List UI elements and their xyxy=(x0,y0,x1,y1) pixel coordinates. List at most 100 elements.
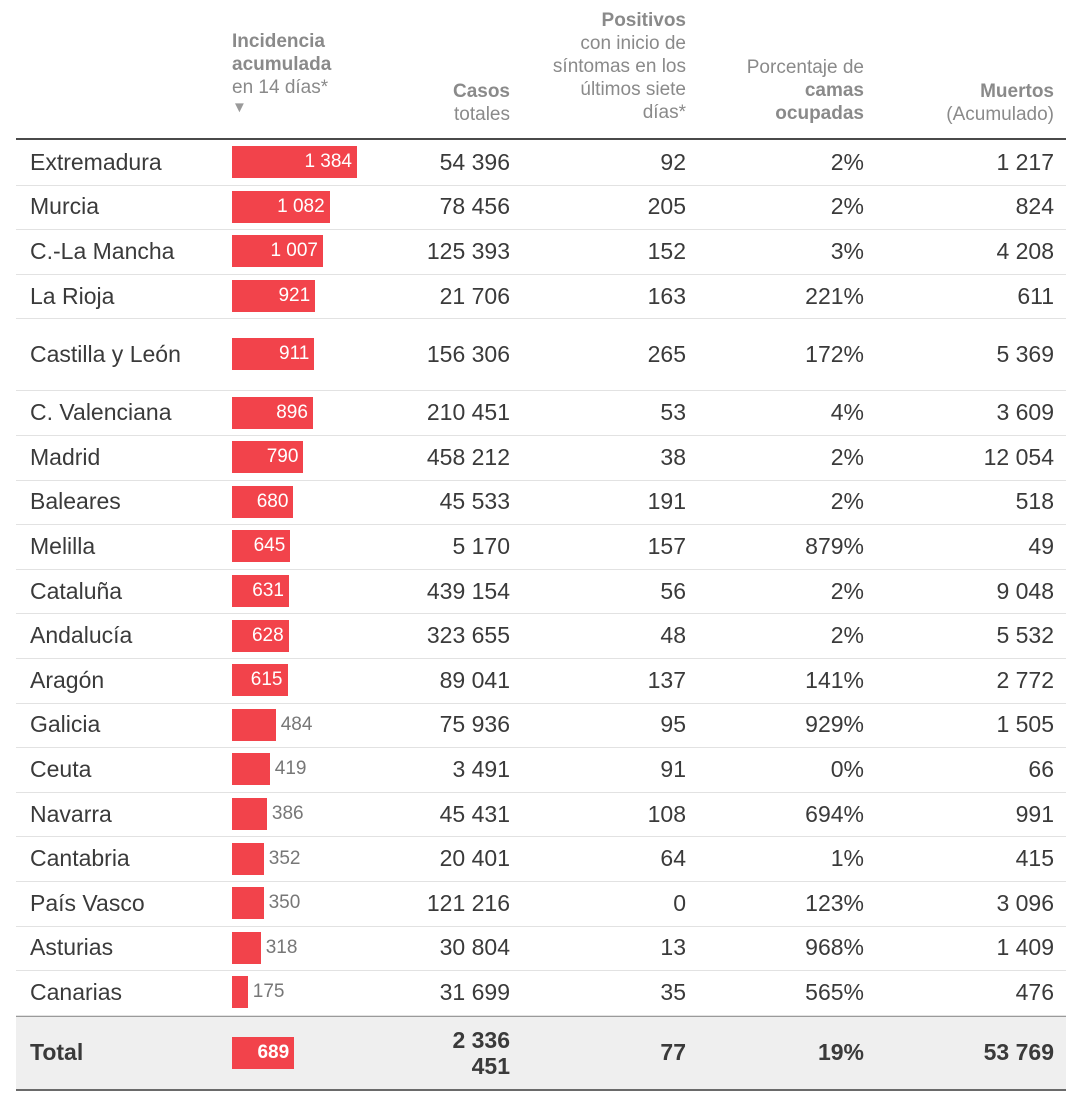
table-row[interactable]: Baleares 680 45 533 191 2% 518 xyxy=(16,480,1066,526)
table-row[interactable]: País Vasco 350 121 216 0 123% 3 096 xyxy=(16,881,1066,927)
camas-ocupadas: 172% xyxy=(805,340,864,367)
camas-ocupadas: 2% xyxy=(830,488,864,515)
muertos: 991 xyxy=(1015,800,1054,827)
incidencia-bar-cell: 175 xyxy=(232,970,402,1015)
muertos: 1 505 xyxy=(996,711,1054,738)
camas-ocupadas: 929% xyxy=(805,711,864,738)
incidencia-bar xyxy=(232,664,288,697)
incidencia-bar-cell: 921 xyxy=(232,274,402,319)
incidencia-bar-cell: 645 xyxy=(232,524,402,569)
camas-ocupadas: 123% xyxy=(805,889,864,916)
incidencia-value: 615 xyxy=(250,669,283,691)
region-name: C.-La Mancha xyxy=(30,237,175,264)
table-row[interactable]: Andalucía 628 323 655 48 2% 5 532 xyxy=(16,613,1066,659)
casos-totales: 20 401 xyxy=(439,845,510,872)
incidencia-value: 689 xyxy=(257,1041,290,1063)
table-row[interactable]: Canarias 175 31 699 35 565% 476 xyxy=(16,970,1066,1016)
camas-ocupadas: 221% xyxy=(805,282,864,309)
table-row[interactable]: Cataluña 631 439 154 56 2% 9 048 xyxy=(16,569,1066,615)
casos-totales: 5 170 xyxy=(452,532,510,559)
total-camas: 19% xyxy=(817,1039,864,1066)
incidencia-value: 631 xyxy=(252,580,284,602)
muertos: 1 409 xyxy=(996,934,1054,961)
casos-totales: 3 491 xyxy=(452,755,510,782)
table-row[interactable]: Extremadura 1 384 54 396 92 2% 1 217 xyxy=(16,140,1066,186)
muertos: 1 217 xyxy=(996,148,1054,175)
casos-totales: 439 154 xyxy=(426,577,510,604)
table-row[interactable]: La Rioja 921 21 706 163 221% 611 xyxy=(16,274,1066,320)
region-name: País Vasco xyxy=(30,889,145,916)
table-row[interactable]: Navarra 386 45 431 108 694% 991 xyxy=(16,792,1066,838)
region-name: Madrid xyxy=(30,443,101,470)
incidencia-value: 175 xyxy=(252,981,285,1003)
positivos: 205 xyxy=(647,193,686,220)
incidencia-bar xyxy=(232,396,313,429)
incidencia-bar-cell: 689 xyxy=(232,1017,402,1089)
incidencia-value: 645 xyxy=(253,535,286,557)
header-muertos: Muertos (Acumulado) xyxy=(914,80,1054,126)
positivos: 53 xyxy=(660,399,686,426)
header-casos-title: Casos xyxy=(452,81,510,102)
header-divider xyxy=(16,138,1066,140)
incidencia-value: 1 082 xyxy=(277,195,325,217)
header-incidencia[interactable]: Incidencia acumulada en 14 días* ▼ xyxy=(232,30,392,117)
muertos: 518 xyxy=(1015,488,1054,515)
table-row[interactable]: Murcia 1 082 78 456 205 2% 824 xyxy=(16,185,1066,231)
header-camas-title: camas ocupadas xyxy=(775,80,864,124)
camas-ocupadas: 3% xyxy=(830,237,864,264)
positivos: 157 xyxy=(647,532,686,559)
incidencia-bar xyxy=(232,190,330,223)
table-row[interactable]: C. Valenciana 896 210 451 53 4% 3 609 xyxy=(16,390,1066,436)
table-row[interactable]: Asturias 318 30 804 13 968% 1 409 xyxy=(16,926,1066,972)
header-incidencia-title: Incidencia acumulada xyxy=(232,31,332,75)
positivos: 48 xyxy=(660,622,686,649)
region-name: Baleares xyxy=(30,488,121,515)
incidencia-bar xyxy=(232,530,291,563)
header-incidencia-sub: en 14 días* xyxy=(232,77,329,98)
casos-totales: 54 396 xyxy=(439,148,510,175)
table-row[interactable]: Galicia 484 75 936 95 929% 1 505 xyxy=(16,703,1066,749)
positivos: 92 xyxy=(660,148,686,175)
casos-totales: 89 041 xyxy=(439,666,510,693)
incidencia-value: 628 xyxy=(251,624,284,646)
table-row[interactable]: Cantabria 352 20 401 64 1% 415 xyxy=(16,836,1066,882)
incidencia-bar-cell: 484 xyxy=(232,703,402,748)
incidencia-bar xyxy=(232,798,267,831)
table-row[interactable]: Castilla y León 911 156 306 265 172% 5 369 xyxy=(16,318,1066,392)
region-name: Melilla xyxy=(30,532,96,559)
camas-ocupadas: 4% xyxy=(830,399,864,426)
total-muertos: 53 769 xyxy=(983,1039,1054,1066)
incidencia-bar xyxy=(232,575,289,608)
muertos: 49 xyxy=(1028,532,1054,559)
region-name: Murcia xyxy=(30,193,100,220)
positivos: 265 xyxy=(647,340,686,367)
table-row[interactable]: C.-La Mancha 1 007 125 393 152 3% 4 208 xyxy=(16,229,1066,275)
casos-totales: 156 306 xyxy=(426,340,510,367)
sort-caret-icon[interactable]: ▼ xyxy=(232,99,247,116)
total-positivos: 77 xyxy=(660,1039,686,1066)
muertos: 415 xyxy=(1015,845,1054,872)
casos-totales: 78 456 xyxy=(439,193,510,220)
casos-totales: 45 431 xyxy=(439,800,510,827)
positivos: 0 xyxy=(673,889,686,916)
incidencia-value: 318 xyxy=(265,936,298,958)
table-row[interactable]: Melilla 645 5 170 157 879% 49 xyxy=(16,524,1066,570)
incidencia-bar-cell: 1 082 xyxy=(232,185,402,230)
incidencia-value: 1 007 xyxy=(270,240,318,262)
camas-ocupadas: 1% xyxy=(830,845,864,872)
incidencia-bar xyxy=(232,1036,295,1069)
table-row[interactable]: Ceuta 419 3 491 91 0% 66 xyxy=(16,747,1066,793)
table-row[interactable]: Aragón 615 89 041 137 141% 2 772 xyxy=(16,658,1066,704)
muertos: 2 772 xyxy=(996,666,1054,693)
incidencia-bar-cell: 1 384 xyxy=(232,140,402,185)
region-name: Castilla y León xyxy=(30,340,181,367)
positivos: 38 xyxy=(660,443,686,470)
camas-ocupadas: 2% xyxy=(830,622,864,649)
table-row[interactable]: Madrid 790 458 212 38 2% 12 054 xyxy=(16,435,1066,481)
region-name: C. Valenciana xyxy=(30,399,172,426)
incidencia-bar xyxy=(232,338,315,371)
incidencia-bar xyxy=(232,931,261,964)
incidencia-bar-cell: 352 xyxy=(232,836,402,881)
casos-totales: 30 804 xyxy=(439,934,510,961)
region-name: Andalucía xyxy=(30,622,133,649)
